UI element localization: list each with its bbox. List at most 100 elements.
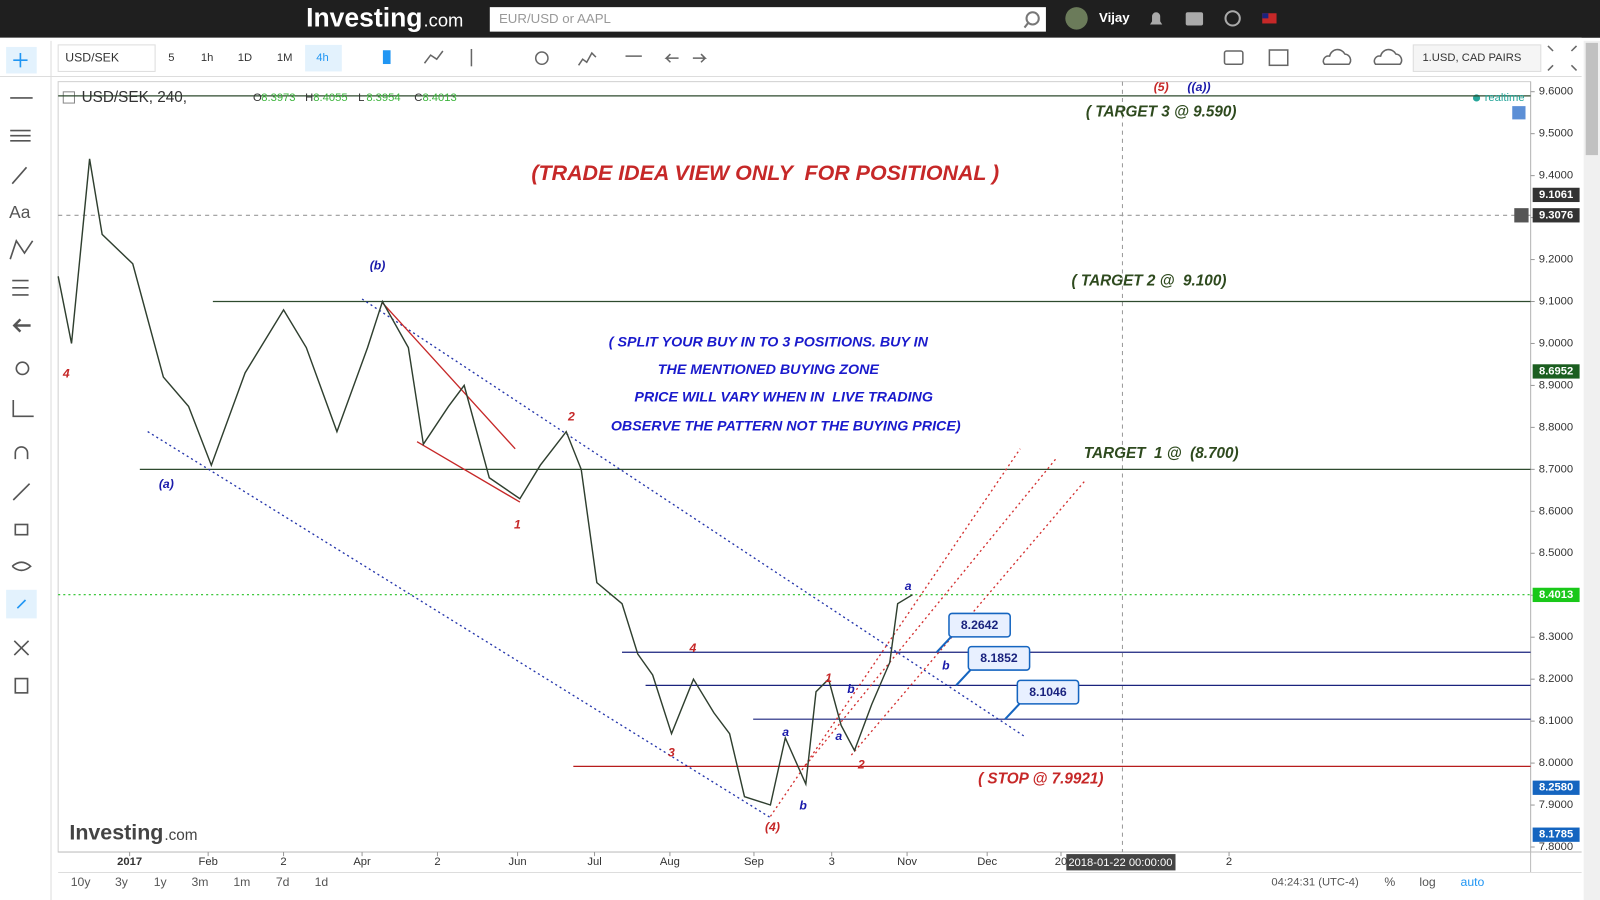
flag-icon[interactable] — [1262, 13, 1277, 24]
pencil-tool[interactable] — [12, 483, 31, 501]
candle-icon[interactable] — [382, 50, 391, 65]
wave-label: a — [782, 725, 789, 739]
range-button[interactable]: 3m — [192, 875, 209, 889]
interval-button[interactable]: 1h — [201, 52, 213, 64]
clock-icon[interactable] — [1224, 10, 1241, 27]
search-icon[interactable] — [1025, 11, 1040, 26]
interval-button[interactable]: 4h — [316, 52, 328, 64]
user-name[interactable]: Vijay — [1099, 10, 1130, 25]
trash-tool[interactable] — [14, 677, 29, 694]
cursor-tool[interactable] — [13, 53, 28, 68]
ohlc-label: C — [414, 92, 422, 104]
scale-option[interactable]: auto — [1461, 875, 1485, 889]
y-tick-label: 9.0000 — [1539, 337, 1573, 349]
measure-tool[interactable] — [12, 279, 29, 296]
axis-badge — [1532, 827, 1580, 842]
x-tick-label: 2 — [434, 856, 440, 868]
y-tick-label: 9.6000 — [1539, 86, 1573, 98]
x-tick-label: 2 — [1226, 856, 1232, 868]
crosshair-time: 2018-01-22 00:00:00 — [1068, 857, 1172, 869]
scrollbar-thumb[interactable] — [1585, 42, 1598, 156]
trend-line — [416, 441, 521, 503]
active-interval-bg — [305, 44, 342, 72]
y-tick-label: 8.6000 — [1539, 505, 1573, 517]
wave-label: 3 — [668, 745, 675, 759]
callout-pointer — [935, 636, 952, 653]
x-tick-label: Jul — [587, 856, 601, 868]
scale-option[interactable]: log — [1419, 875, 1436, 889]
range-button[interactable]: 7d — [276, 875, 290, 889]
x-tick-label: 2 — [280, 856, 286, 868]
redo-icon[interactable] — [692, 53, 707, 63]
x-tick-label: 2017 — [117, 856, 142, 868]
portfolio-icon[interactable] — [1185, 12, 1204, 26]
annotation: ( TARGET 2 @ 9.100) — [1072, 273, 1227, 290]
interval-button[interactable]: 5 — [168, 52, 174, 64]
scale-option[interactable]: % — [1384, 875, 1395, 889]
search-box[interactable] — [489, 7, 1046, 32]
scrollbar[interactable] — [1583, 40, 1600, 900]
brush-tool[interactable] — [11, 166, 28, 185]
link-tool[interactable] — [16, 599, 27, 609]
avatar[interactable] — [1065, 7, 1088, 30]
ohlc-value: 8.3973 — [261, 92, 295, 104]
chart-layer — [57, 95, 1531, 819]
chart-tool[interactable] — [12, 400, 34, 418]
y-tick-label: 7.9000 — [1539, 799, 1573, 811]
callout-box — [1016, 679, 1080, 705]
pattern-tool[interactable] — [9, 238, 34, 260]
studies-icon[interactable] — [577, 51, 597, 66]
axis-badge — [1532, 587, 1580, 603]
y-tick-label: 8.8000 — [1539, 421, 1573, 433]
settings-icon[interactable] — [534, 51, 549, 66]
range-button[interactable]: 3y — [115, 875, 129, 889]
y-tick-label: 9.5000 — [1539, 128, 1573, 140]
search-placeholder: EUR/USD or AAPL — [499, 11, 611, 26]
wave-label: (4) — [765, 820, 780, 834]
watchlist[interactable]: 1.USD, CAD PAIRS — [1422, 52, 1521, 64]
save-icon[interactable] — [1373, 48, 1403, 66]
callout-box — [948, 612, 1011, 638]
annotation: ( STOP @ 7.9921) — [978, 771, 1103, 788]
trend-line — [382, 302, 516, 450]
load-icon[interactable] — [1322, 48, 1352, 66]
ohlc-value: 8.4055 — [313, 92, 347, 104]
axis-badge — [1532, 364, 1580, 379]
fullscreen-icon[interactable] — [1547, 45, 1578, 71]
axis-badge-label: 8.6952 — [1539, 365, 1573, 377]
layout-icon[interactable] — [1268, 49, 1289, 67]
remove-tool[interactable] — [13, 640, 30, 656]
indicator-icon[interactable] — [423, 50, 444, 64]
hide-tool[interactable] — [11, 561, 32, 572]
symbol-box[interactable] — [57, 44, 156, 72]
toolbar-icons — [382, 45, 1578, 71]
interval-button[interactable]: 1M — [277, 52, 293, 64]
x-tick-label: Feb — [198, 856, 217, 868]
y-tick-label: 8.0000 — [1539, 757, 1573, 769]
info-icon[interactable] — [1512, 106, 1526, 120]
symbol[interactable]: USD/SEK — [65, 50, 120, 64]
x-tick-label: Apr — [353, 856, 371, 868]
range-button[interactable]: 1d — [315, 875, 329, 889]
interval-button[interactable]: 1D — [238, 52, 252, 64]
range-button[interactable]: 1m — [233, 875, 250, 889]
range-button[interactable]: 10y — [71, 875, 92, 889]
wave-label: 1 — [825, 671, 832, 685]
wave-label: 4 — [688, 641, 696, 655]
bell-icon[interactable] — [1150, 12, 1163, 25]
range-button[interactable]: 1y — [154, 875, 168, 889]
zoom-tool[interactable] — [15, 361, 30, 376]
text-tool[interactable]: Aa — [9, 202, 31, 222]
trend-line — [850, 478, 1087, 756]
watchlist-box[interactable] — [1412, 44, 1542, 72]
snapshot-icon[interactable] — [1223, 50, 1244, 66]
fib-tool[interactable] — [10, 129, 31, 142]
lock-tool[interactable] — [14, 523, 29, 536]
legend-collapse[interactable] — [62, 91, 75, 104]
wave-label: 2 — [567, 410, 575, 424]
chart-title: USD/SEK, 240, — [82, 89, 187, 106]
undo-icon[interactable] — [664, 53, 679, 63]
back-tool[interactable] — [12, 318, 31, 333]
magnet-tool[interactable] — [14, 446, 29, 460]
